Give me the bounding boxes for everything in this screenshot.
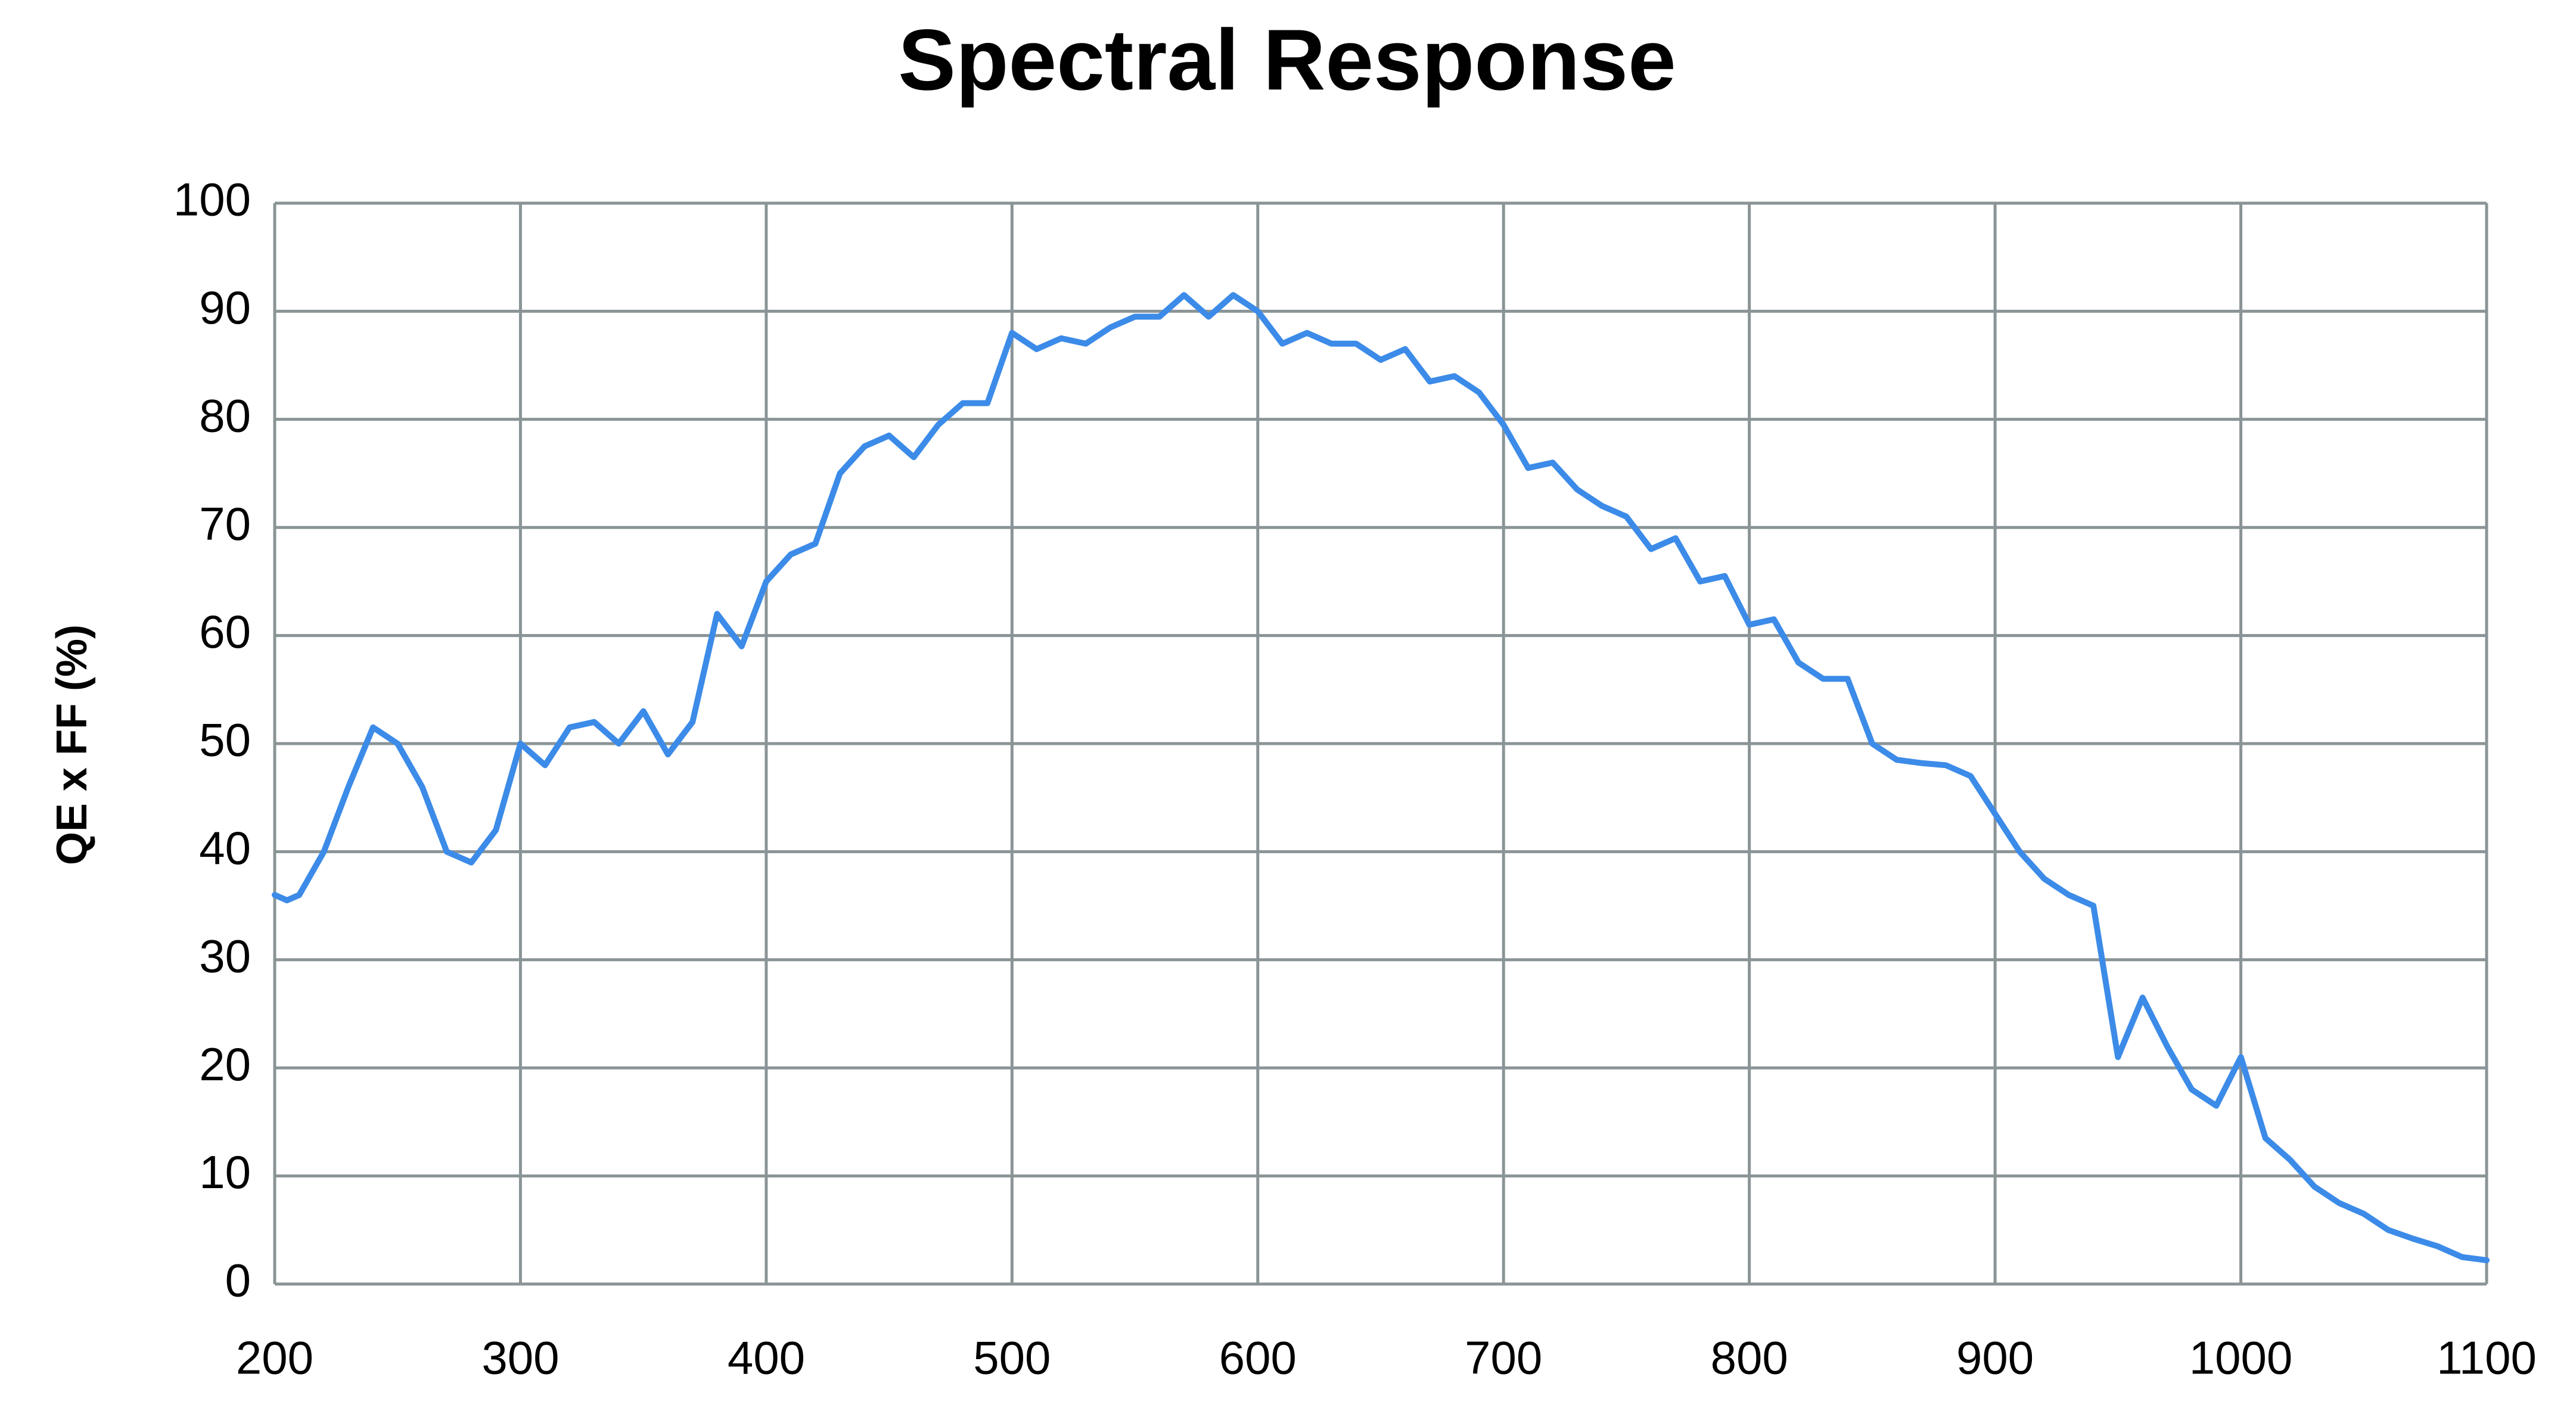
data-line (272, 292, 2490, 1264)
y-tick-label: 90 (199, 281, 251, 334)
x-tick-label: 600 (1219, 1332, 1297, 1384)
y-tick-label: 50 (199, 714, 251, 766)
x-tick-label: 1000 (2189, 1332, 2293, 1384)
y-tick-label: 40 (199, 822, 251, 874)
x-tick-label: 800 (1711, 1332, 1788, 1384)
x-tick-label: 1100 (2437, 1332, 2537, 1384)
y-axis-label: QE x FF (%) (48, 624, 96, 865)
x-tick-label: 400 (728, 1332, 805, 1384)
x-tick-label: 200 (236, 1332, 313, 1384)
x-tick-label: 900 (1956, 1332, 2034, 1384)
x-tick-label: 300 (481, 1332, 559, 1384)
x-tick-label: 700 (1465, 1332, 1542, 1384)
y-tick-label: 30 (199, 930, 251, 982)
y-tick-label: 70 (199, 498, 251, 550)
y-tick-label: 20 (199, 1038, 251, 1090)
y-tick-label: 60 (199, 605, 251, 658)
x-tick-label: 500 (973, 1332, 1051, 1384)
y-tick-label: 10 (199, 1146, 251, 1198)
y-tick-label: 100 (173, 173, 251, 226)
y-tick-label: 80 (199, 389, 251, 442)
chart-title: Spectral Response (898, 11, 1676, 108)
y-tick-label: 0 (225, 1254, 251, 1307)
